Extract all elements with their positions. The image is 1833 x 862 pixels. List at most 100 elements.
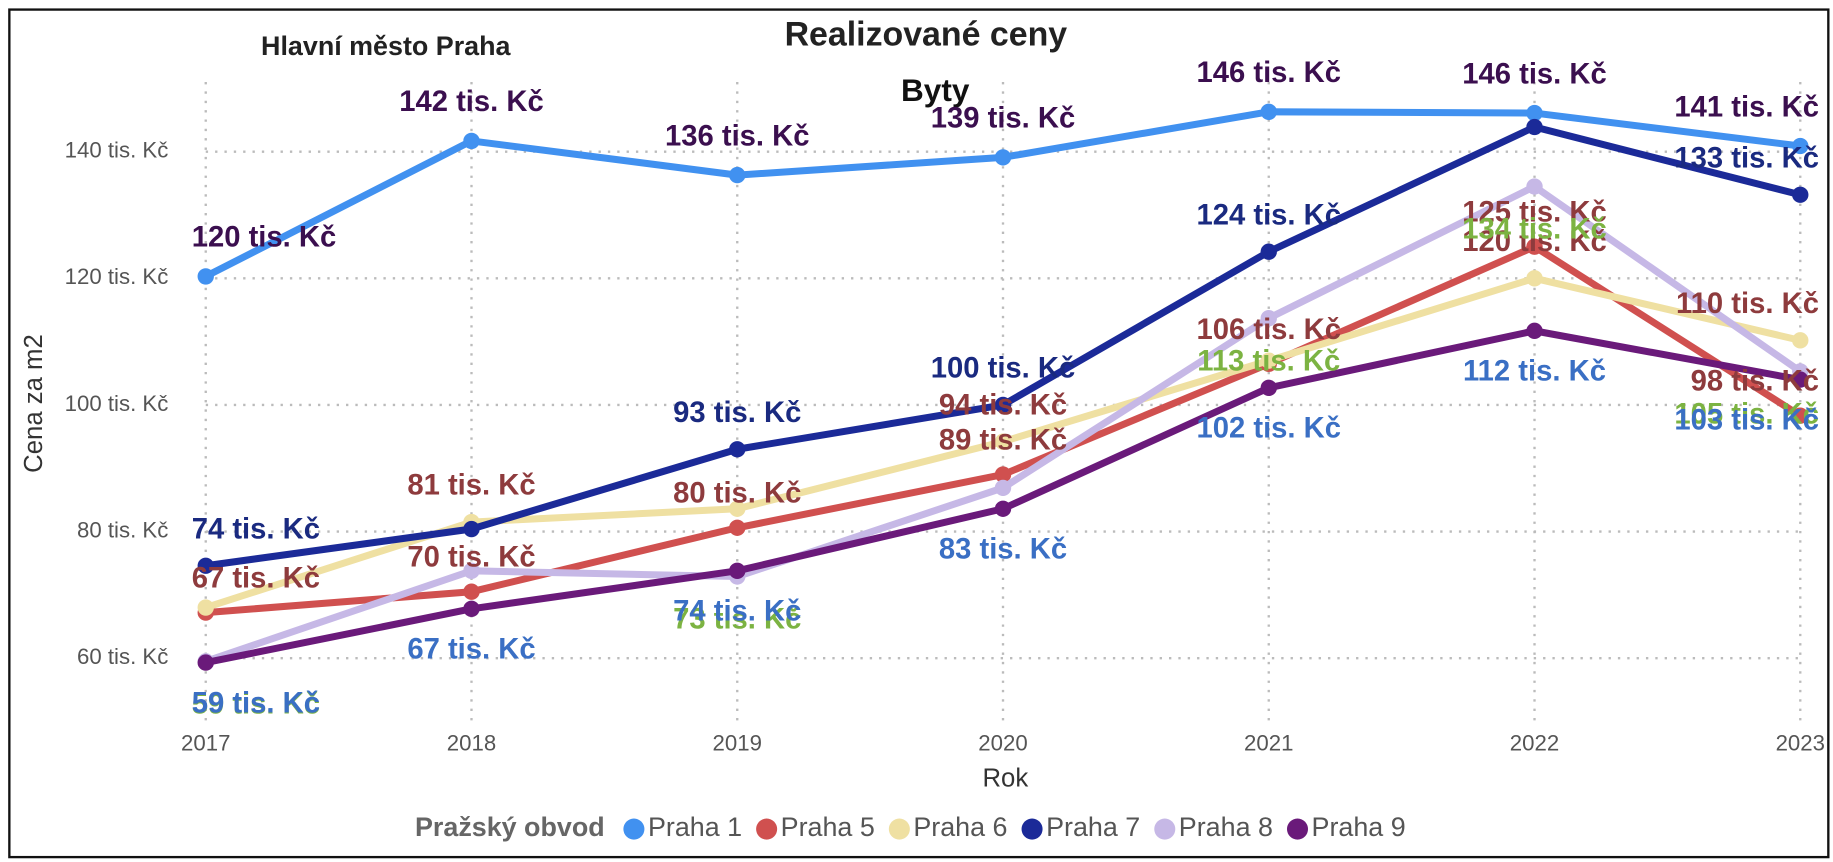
x-tick-label: 2021 xyxy=(1244,731,1293,756)
data-label: 105 tis. Kč xyxy=(1674,399,1819,431)
x-tick-label: 2023 xyxy=(1776,731,1825,756)
legend-swatch xyxy=(1154,818,1176,840)
data-label: 142 tis. Kč xyxy=(399,86,544,118)
data-point xyxy=(1792,186,1809,203)
data-point xyxy=(197,268,214,285)
data-label: 110 tis. Kč xyxy=(1676,288,1819,320)
y-tick-label: 140 tis. Kč xyxy=(65,138,169,163)
data-point xyxy=(729,441,746,458)
data-point xyxy=(1260,103,1277,120)
legend-swatch xyxy=(623,818,645,840)
data-label: 120 tis. Kč xyxy=(192,222,337,254)
data-point xyxy=(729,500,746,517)
data-point xyxy=(463,132,480,150)
data-point xyxy=(994,149,1012,166)
x-tick-label: 2020 xyxy=(978,731,1027,756)
data-point xyxy=(1260,379,1277,397)
x-axis-title: Rok xyxy=(982,765,1028,793)
data-label: 100 tis. Kč xyxy=(931,353,1076,385)
data-point xyxy=(1260,352,1277,369)
data-label: 106 tis. Kč xyxy=(1196,314,1341,346)
data-point xyxy=(463,583,480,600)
data-point xyxy=(729,166,746,184)
x-tick-label: 2017 xyxy=(181,731,230,756)
data-point xyxy=(729,562,746,579)
data-label: 102 tis. Kč xyxy=(1196,413,1341,445)
data-label: 139 tis. Kč xyxy=(931,103,1076,135)
data-point xyxy=(1526,118,1543,136)
y-axis-title: Cena za m2 xyxy=(20,334,48,473)
data-label: 124 tis. Kč xyxy=(1196,199,1341,231)
y-tick-label: 80 tis. Kč xyxy=(77,517,168,542)
data-point xyxy=(1260,243,1277,260)
data-label: 73 tis. Kč xyxy=(673,604,801,636)
data-label: 98 tis. Kč xyxy=(1691,366,1819,398)
data-label: 112 tis. Kč xyxy=(1463,356,1606,388)
data-label: 134 tis. Kč xyxy=(1462,214,1607,246)
data-point xyxy=(1792,371,1809,388)
legend-swatch xyxy=(888,818,910,840)
data-label: 146 tis. Kč xyxy=(1196,57,1341,89)
data-label: 70 tis. Kč xyxy=(407,542,535,574)
data-label: 94 tis. Kč xyxy=(939,389,1067,421)
data-label: 74 tis. Kč xyxy=(192,513,320,545)
data-point xyxy=(197,557,214,574)
data-label: 67 tis. Kč xyxy=(192,563,320,595)
data-label: 103 tis. Kč xyxy=(1674,404,1819,436)
data-label: 83 tis. Kč xyxy=(939,534,1067,566)
data-point xyxy=(1526,322,1543,340)
data-label: 113 tis. Kč xyxy=(1197,345,1340,377)
data-point xyxy=(1526,104,1543,122)
data-point xyxy=(1526,238,1543,255)
data-point xyxy=(1526,178,1543,195)
data-point xyxy=(1526,270,1543,287)
annotation: Hlavní město Praha xyxy=(261,31,511,61)
data-label: 74 tis. Kč xyxy=(673,596,801,628)
legend-label: Praha 7 xyxy=(1046,812,1140,842)
data-point xyxy=(1792,407,1809,424)
data-label: 141 tis. Kč xyxy=(1674,91,1819,123)
x-tick-label: 2022 xyxy=(1510,731,1559,756)
legend-label: Praha 9 xyxy=(1312,812,1406,842)
legend-label: Praha 8 xyxy=(1179,812,1273,842)
data-point xyxy=(994,466,1012,483)
y-tick-label: 120 tis. Kč xyxy=(65,264,169,289)
legend-title: Pražský obvod xyxy=(415,812,605,842)
data-label: 59 tis. Kč xyxy=(192,688,320,720)
x-tick-label: 2019 xyxy=(713,731,762,756)
legend-swatch xyxy=(756,818,778,840)
data-label: 146 tis. Kč xyxy=(1462,58,1607,90)
chart-title: Realizované ceny xyxy=(785,15,1068,53)
legend-label: Praha 1 xyxy=(648,812,742,842)
data-point xyxy=(994,479,1012,497)
data-point xyxy=(1792,137,1809,155)
legend-swatch xyxy=(1021,818,1043,840)
data-label: 93 tis. Kč xyxy=(673,397,801,429)
data-label: 89 tis. Kč xyxy=(939,425,1067,457)
data-label: 133 tis. Kč xyxy=(1674,142,1819,174)
legend-label: Praha 6 xyxy=(913,812,1007,842)
data-label: 136 tis. Kč xyxy=(665,120,810,152)
data-point xyxy=(994,433,1012,450)
data-point xyxy=(994,500,1012,517)
data-point xyxy=(729,519,746,536)
data-point xyxy=(197,654,214,671)
data-point xyxy=(1792,332,1809,349)
data-point xyxy=(994,396,1012,414)
data-point xyxy=(463,600,480,617)
data-label: 125 tis. Kč xyxy=(1462,197,1607,229)
data-label: 80 tis. Kč xyxy=(673,478,801,510)
chart-subtitle: Byty xyxy=(901,72,970,108)
y-tick-label: 100 tis. Kč xyxy=(65,391,169,416)
y-tick-label: 60 tis. Kč xyxy=(77,644,168,669)
data-point xyxy=(463,562,480,579)
data-point xyxy=(1260,310,1277,327)
legend-label: Praha 5 xyxy=(781,812,875,842)
x-tick-label: 2018 xyxy=(447,731,496,756)
data-point xyxy=(197,599,214,616)
data-label: 81 tis. Kč xyxy=(407,470,535,502)
data-label: 67 tis. Kč xyxy=(407,634,535,666)
data-point xyxy=(463,520,480,538)
data-label: 59 tis. Kč xyxy=(192,687,320,719)
